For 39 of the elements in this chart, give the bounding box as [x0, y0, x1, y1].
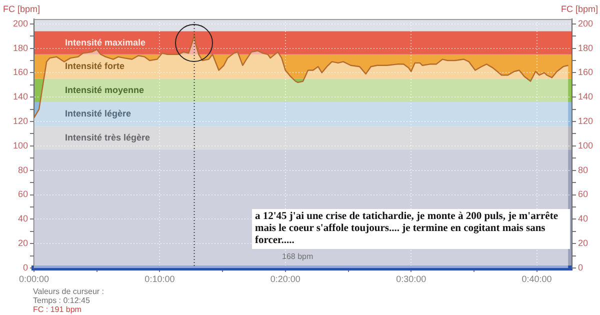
y-tick-label: 40 [18, 214, 28, 224]
band-label: Intensité maximale [65, 37, 146, 48]
y-tick-label: 0 [22, 262, 28, 272]
text: Temps : 0:12:45 [33, 296, 90, 305]
y-tick-label: 180 [12, 42, 28, 53]
x-tick-label: 0:40:00 [522, 274, 552, 284]
annotation: 168 bpm [282, 252, 314, 261]
x-tick-label: 0:00:00 [18, 274, 50, 284]
y2-axis-title: FC [bpm] [560, 4, 598, 14]
y-tick-label: 200 [12, 18, 28, 28]
text: FC : 191 bpm [33, 305, 82, 314]
text: Valeurs de curseur : [33, 287, 104, 296]
y2-tick-label: 140 [578, 92, 594, 102]
band-label: Intensité forte [65, 61, 125, 72]
y2-tick-label: 160 [578, 67, 594, 78]
x-tick-label: 0:20:00 [270, 274, 300, 284]
y2-tick-label: 100 [578, 140, 594, 150]
y2-tick-label: 180 [578, 42, 594, 53]
band-label: Intensité très légère [65, 132, 150, 142]
y-tick-label: 20 [18, 238, 28, 248]
y-tick-label: 100 [12, 140, 28, 150]
y2-tick-label: 60 [578, 189, 588, 200]
y-tick-label: 60 [18, 189, 28, 200]
band-label: Intensité moyenne [65, 84, 144, 95]
y-tick-label: 140 [12, 92, 28, 102]
y2-tick-label: 200 [578, 18, 594, 28]
y-tick-label: 120 [12, 116, 28, 126]
y2-tick-label: 20 [578, 238, 588, 248]
annotation: a 12'45 j'ai une crise de tatichardie, je monte à 200 puls, je m'arrête mais le coeur s'affole toujours.... je termine en cogitant mais sans forcer..... [252, 209, 570, 249]
x-tick-label: 0:10:00 [144, 274, 175, 284]
band-label: Intensité légère [65, 108, 132, 119]
y2-tick-label: 80 [578, 164, 588, 175]
x-tick-label: 0:30:00 [396, 274, 426, 284]
y-tick-label: 80 [18, 164, 28, 175]
y-tick-label: 160 [12, 67, 28, 78]
y-axis-title: FC [bpm] [3, 4, 40, 14]
y2-tick-label: 40 [578, 214, 588, 224]
y2-tick-label: 120 [578, 116, 594, 126]
y2-tick-label: 0 [578, 262, 584, 272]
